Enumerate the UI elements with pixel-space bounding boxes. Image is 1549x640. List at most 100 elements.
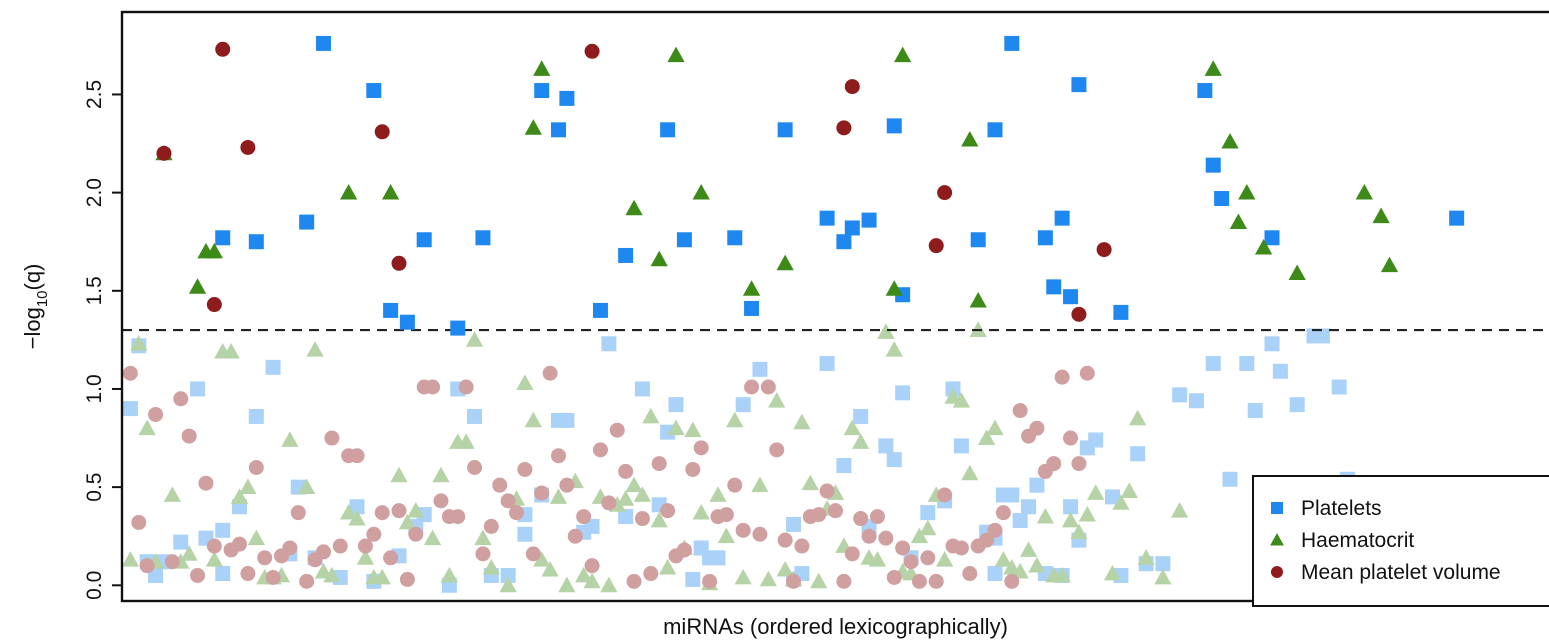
mean-platelet-volume-point-faded xyxy=(634,511,650,527)
haematocrit-point-faded xyxy=(130,335,148,351)
haematocrit-point-faded xyxy=(516,374,534,390)
platelets-point-faded xyxy=(1188,393,1204,409)
mean-platelet-volume-point-faded xyxy=(1012,403,1028,419)
platelets-point-faded xyxy=(836,458,852,474)
platelets-point xyxy=(475,230,491,246)
mean-platelet-volume-point-faded xyxy=(492,477,508,493)
mean-platelet-volume-point-faded xyxy=(903,554,919,570)
platelets-point-faded xyxy=(584,518,600,534)
platelets-point-faded xyxy=(265,359,281,375)
mean-platelet-volume-point-faded xyxy=(844,546,860,562)
platelets-point-faded xyxy=(148,567,164,583)
mean-platelet-volume-point-faded xyxy=(408,526,424,542)
haematocrit-point-faded xyxy=(407,502,425,518)
platelets-point xyxy=(1054,210,1070,226)
platelets-point xyxy=(1197,83,1213,99)
haematocrit-point-faded xyxy=(432,466,450,483)
haematocrit-point-faded xyxy=(759,570,777,587)
haematocrit-point-faded xyxy=(1103,564,1122,581)
mean-platelet-volume-point xyxy=(215,41,231,57)
platelets-point xyxy=(886,118,902,134)
platelets-point xyxy=(744,300,760,316)
mean-platelet-volume-point-faded xyxy=(198,475,214,491)
platelets-point xyxy=(777,122,793,138)
mean-platelet-volume-point-faded xyxy=(324,430,340,446)
platelets-point-faded xyxy=(953,438,969,454)
platelets-point xyxy=(861,212,877,228)
haematocrit-point xyxy=(524,119,542,135)
platelets-point-faded xyxy=(1247,403,1263,419)
haematocrit-point xyxy=(1204,60,1222,76)
mean-platelet-volume-point-faded xyxy=(584,558,600,574)
mean-platelet-volume-point-faded xyxy=(987,522,1003,538)
haematocrit-point-faded xyxy=(667,419,685,436)
platelets-point xyxy=(1071,77,1087,93)
haematocrit-point-faded xyxy=(600,576,618,593)
platelets-point-faded xyxy=(500,567,516,583)
haematocrit-point-faded xyxy=(1036,507,1054,524)
platelets-point-faded xyxy=(710,550,726,566)
mean-platelet-volume-point-faded xyxy=(685,461,701,477)
platelets-point-faded xyxy=(1272,363,1288,379)
mean-platelet-volume-point xyxy=(584,43,600,59)
y-tick-label: 2.5 xyxy=(83,80,106,109)
platelets-point xyxy=(1205,157,1221,173)
haematocrit-point-faded xyxy=(977,429,996,445)
mean-platelet-volume-point-faded xyxy=(895,540,911,556)
haematocrit-point xyxy=(1254,238,1273,255)
mean-platelet-volume-point-faded xyxy=(651,456,667,472)
haematocrit-point-faded xyxy=(1087,484,1105,500)
legend-box xyxy=(1252,475,1549,607)
mean-platelet-volume-point-faded xyxy=(592,442,608,458)
mean-platelet-volume-point-faded xyxy=(131,514,147,530)
haematocrit-point-faded xyxy=(1070,523,1088,540)
platelets-point-faded xyxy=(1130,446,1146,462)
haematocrit-point-faded xyxy=(961,464,979,481)
haematocrit-point-faded xyxy=(1154,568,1172,585)
mean-platelet-volume-point xyxy=(240,139,256,155)
platelets-point-faded xyxy=(819,355,835,371)
haematocrit-point xyxy=(894,46,912,63)
platelets-point-faded xyxy=(1155,556,1171,572)
platelets-point-faded xyxy=(1012,513,1028,529)
y-axis-label-subscript: 10 xyxy=(34,290,51,307)
platelets-point-faded xyxy=(1172,387,1188,403)
mean-platelet-volume-point-faded xyxy=(953,540,969,556)
platelets-point xyxy=(248,234,264,250)
mean-platelet-volume-point-faded xyxy=(626,573,642,589)
platelets-point-faded xyxy=(248,408,264,424)
mean-platelet-volume-point xyxy=(928,238,944,254)
mean-platelet-volume-point-faded xyxy=(500,493,516,509)
haematocrit-point xyxy=(1238,184,1256,200)
haematocrit-point-faded xyxy=(398,513,417,530)
y-tick-label: 1.5 xyxy=(83,276,106,305)
platelets-point xyxy=(1113,304,1129,320)
legend-haematocrit-marker xyxy=(1270,533,1284,546)
haematocrit-point-faded xyxy=(810,572,828,589)
mean-platelet-volume-point-faded xyxy=(937,487,953,503)
mean-platelet-volume-point-faded xyxy=(525,546,541,562)
mean-platelet-volume-point-faded xyxy=(618,463,634,479)
haematocrit-point-faded xyxy=(1120,482,1138,498)
mean-platelet-volume-point-faded xyxy=(1004,573,1020,589)
haematocrit-point xyxy=(205,242,223,259)
haematocrit-point-faded xyxy=(281,431,299,447)
haematocrit-point xyxy=(1380,256,1399,273)
haematocrit-point-faded xyxy=(230,488,249,504)
platelets-point xyxy=(836,234,852,250)
mean-platelet-volume-point-faded xyxy=(122,365,138,381)
haematocrit-point xyxy=(885,280,903,296)
haematocrit-point-faded xyxy=(793,413,811,430)
legend-mean-platelet-volume-marker xyxy=(1271,566,1283,578)
mean-platelet-volume-point-faded xyxy=(769,442,785,458)
haematocrit-point xyxy=(1229,213,1248,229)
haematocrit-point xyxy=(1355,184,1373,200)
haematocrit-point xyxy=(625,199,643,216)
mean-platelet-volume-point-faded xyxy=(383,550,399,566)
platelets-point-faded xyxy=(853,408,869,424)
haematocrit-point-faded xyxy=(625,476,643,493)
haematocrit-point-faded xyxy=(1137,549,1155,565)
mean-platelet-volume-point-faded xyxy=(467,459,483,475)
haematocrit-point-faded xyxy=(1171,502,1189,518)
